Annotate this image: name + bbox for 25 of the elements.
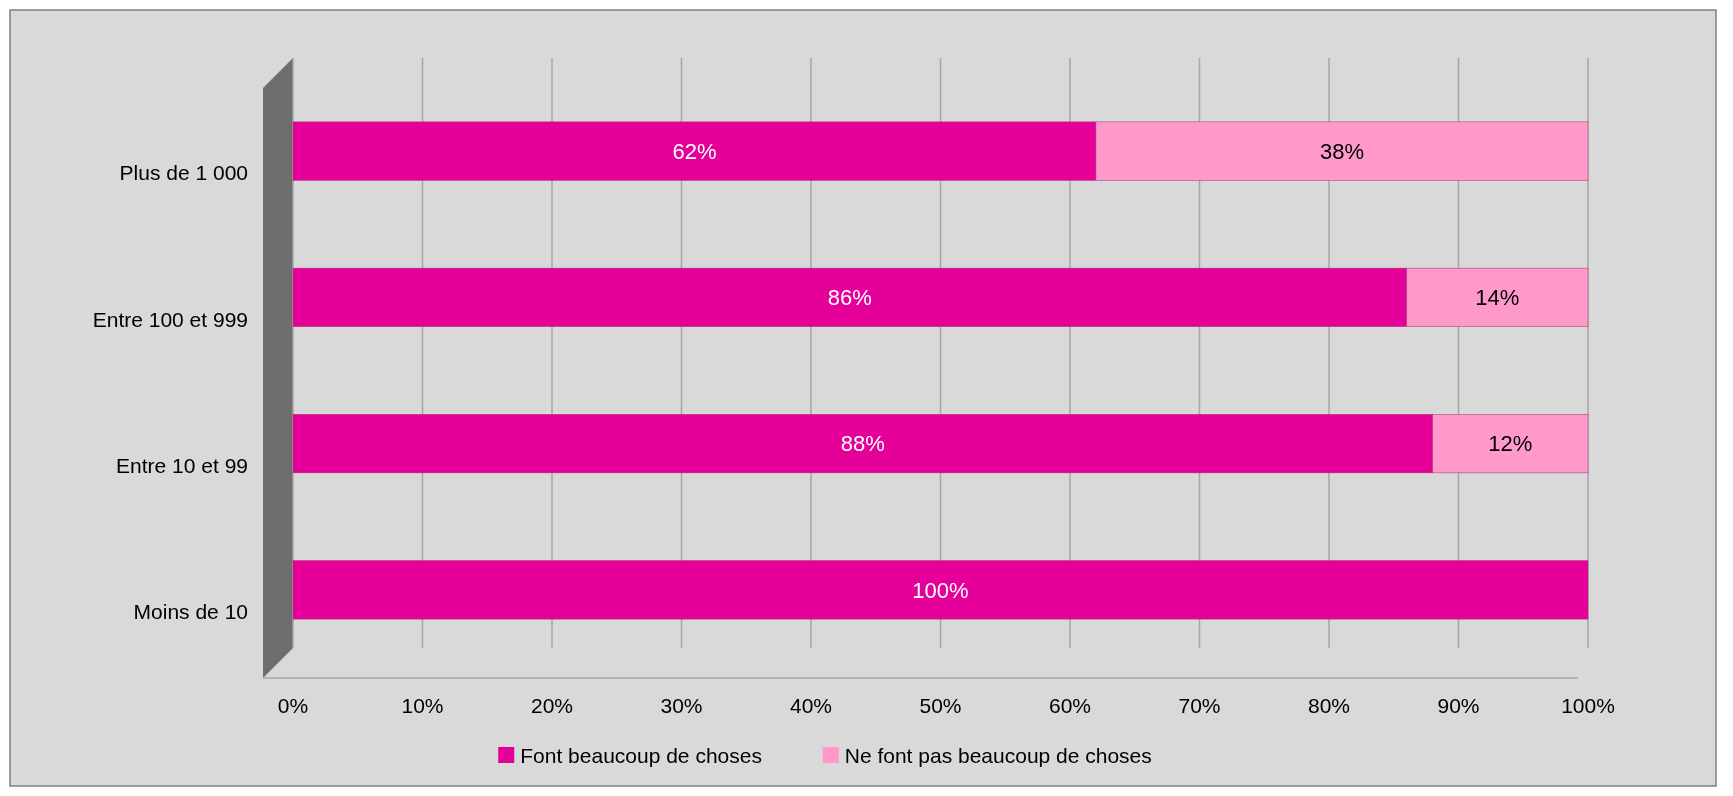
x-tick-label: 40% (789, 694, 833, 717)
data-label: 100% (912, 577, 969, 603)
data-label: 86% (827, 285, 872, 311)
y-tick-label: Plus de 1 000 (119, 161, 248, 185)
x-tick-label: 30% (660, 694, 703, 717)
y-tick-label: Entre 10 et 99 (116, 453, 248, 477)
data-label: 12% (1488, 431, 1533, 457)
x-tick-label: 90% (1437, 694, 1480, 717)
data-label: 38% (1319, 138, 1364, 164)
data-label: 62% (672, 138, 717, 164)
x-tick-label: 60% (1048, 694, 1092, 717)
x-tick-label: 0% (277, 694, 309, 717)
y-tick-label: Entre 100 et 999 (92, 307, 248, 331)
x-tick-label: 10% (401, 694, 444, 717)
x-tick-label: 20% (530, 694, 574, 717)
legend-label: Ne font pas beaucoup de choses (844, 744, 1152, 768)
data-label: 88% (840, 431, 885, 457)
x-tick-label: 70% (1178, 694, 1221, 717)
x-tick-label: 80% (1307, 694, 1351, 717)
data-label: 14% (1475, 285, 1520, 311)
x-tick-label: 100% (1561, 694, 1615, 717)
legend-label: Font beaucoup de choses (520, 744, 762, 768)
bar (292, 560, 1589, 620)
y-tick-label: Moins de 10 (133, 600, 248, 624)
x-tick-label: 50% (919, 694, 962, 717)
